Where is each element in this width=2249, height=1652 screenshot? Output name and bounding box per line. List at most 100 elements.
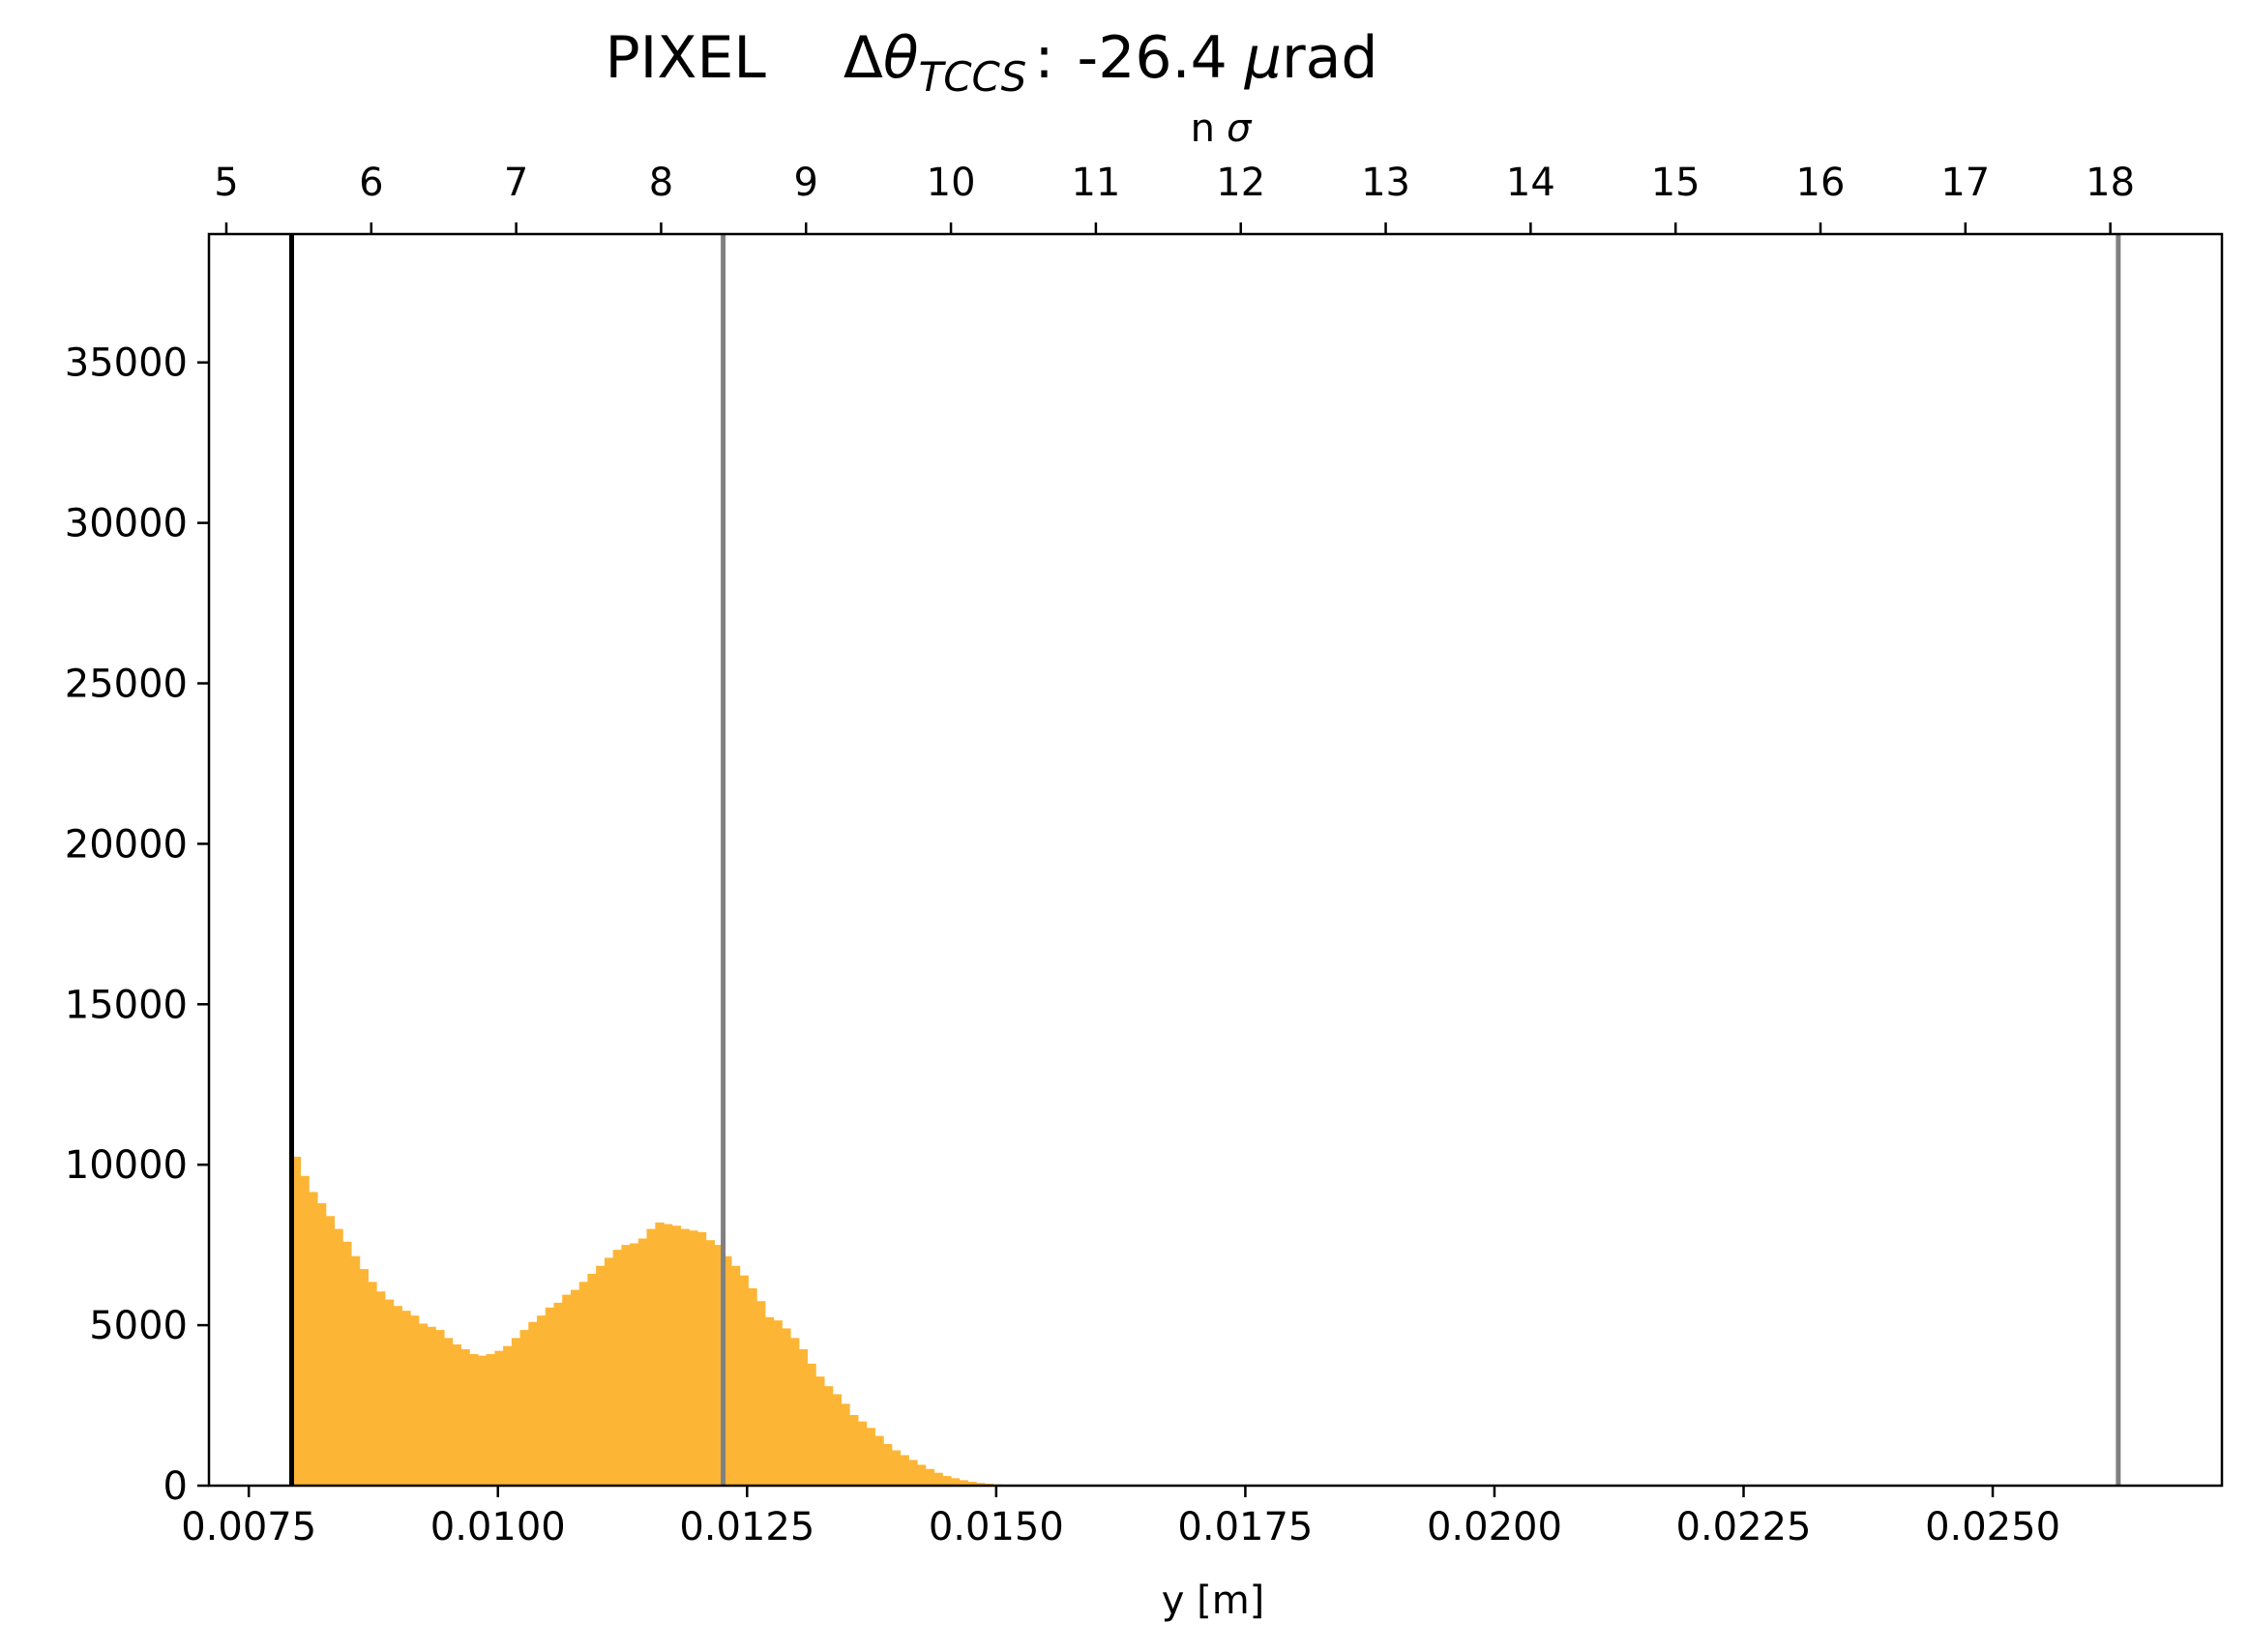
histogram-bar [714,1245,724,1486]
histogram-bar [790,1338,800,1486]
title-unit-rest: rad [1282,24,1378,92]
y-tick-label: 20000 [65,822,188,867]
histogram-bar [646,1228,656,1486]
histogram-bar [309,1192,318,1486]
top-tick-label: 11 [1071,161,1120,205]
top-tick-label: 5 [214,161,238,205]
histogram-bar [908,1460,918,1486]
histogram-bar [545,1307,555,1486]
histogram-bar [350,1255,361,1486]
histogram-bar [807,1363,816,1486]
histogram-bar [798,1348,809,1486]
histogram-bar [637,1238,648,1486]
histogram-bar [435,1330,445,1486]
x-tick-label: 0.0100 [430,1505,566,1549]
y-tick-label: 0 [163,1464,188,1509]
histogram-bar [376,1291,386,1486]
histogram-bar [537,1315,547,1486]
top-axis-label-n: n [1191,106,1215,151]
histogram-bar [680,1228,690,1486]
histogram-bar [494,1350,504,1486]
x-tick-label: 0.0200 [1427,1505,1562,1549]
histogram-bar [782,1328,791,1486]
x-axis-label: y [m] [1162,1578,1265,1623]
histogram-bar [427,1326,436,1486]
histogram-bar [959,1480,968,1486]
histogram-bar [570,1289,580,1486]
histogram-bar [325,1216,336,1486]
histogram-bar [393,1306,402,1486]
histogram-bar [696,1231,707,1486]
y-tick-label: 10000 [65,1143,188,1188]
histogram-bar [291,1156,302,1486]
histogram-bar [460,1348,470,1486]
histogram-bar [612,1250,622,1486]
x-tick-label: 0.0250 [1925,1505,2060,1549]
histogram-bar [689,1230,698,1486]
histogram-bar [511,1338,521,1486]
histogram-bar [528,1321,538,1486]
histogram-bar [933,1472,943,1486]
top-tick-label: 18 [2086,161,2135,205]
histogram-bar [630,1243,639,1486]
title-delta: Δ [843,24,883,92]
histogram-bar [334,1228,343,1486]
histogram-bar [452,1344,462,1486]
histogram-bar [671,1225,682,1486]
histogram-bar [849,1415,859,1486]
y-tick-label: 25000 [65,663,188,707]
histogram-bar [942,1476,952,1486]
histogram-bar [730,1265,741,1486]
plot-border [207,232,2224,1488]
histogram-bar [316,1203,327,1486]
top-tick-label: 16 [1796,161,1846,205]
title-value: -26.4 [1078,24,1228,92]
histogram-bar [705,1240,715,1486]
histogram-bar [663,1224,673,1486]
histogram-bar [503,1345,513,1486]
histogram-bar [900,1455,909,1486]
histogram-bar [300,1175,310,1486]
histogram-bars [291,1156,1036,1486]
vertical-lines [289,234,2121,1486]
x-tick-label: 0.0175 [1177,1505,1313,1549]
top-tick-label: 6 [359,161,383,205]
y-axis-ticks: 0 5000 10000 15000 20000 25000 30000 35000 [65,341,209,1509]
histogram-bar [773,1320,783,1486]
y-tick-label: 30000 [65,502,188,546]
histogram-bar [967,1482,977,1486]
histogram-bar [578,1282,589,1486]
top-tick-label: 12 [1216,161,1265,205]
title-unit-mu: μ [1244,24,1282,92]
histogram-bar [359,1269,369,1486]
histogram-bar [553,1302,563,1486]
histogram-bar [621,1245,631,1486]
histogram-bar [342,1241,352,1486]
x-tick-label: 0.0225 [1676,1505,1812,1549]
top-tick-label: 7 [504,161,528,205]
x-tick-label: 0.0075 [181,1505,316,1549]
title-subscript: TCCS [919,53,1027,101]
title-prefix: PIXEL [605,24,766,92]
histogram-bar [764,1316,775,1486]
histogram-bar [368,1282,377,1486]
top-tick-label: 15 [1651,161,1701,205]
histogram-bar [883,1443,893,1486]
histogram-bar [418,1323,429,1486]
top-axis-ticks: 5 6 7 8 9 10 11 12 13 14 15 16 17 18 [214,161,2135,234]
histogram-bar [925,1468,935,1486]
top-tick-label: 9 [794,161,818,205]
histogram-bar [866,1428,875,1486]
histogram-bar [723,1255,732,1486]
top-tick-label: 14 [1506,161,1555,205]
histogram-bar [384,1299,395,1486]
histogram-bar [916,1464,927,1486]
histogram-bar [832,1394,843,1486]
histogram-bar [469,1353,479,1486]
x-tick-label: 0.0150 [929,1505,1064,1549]
histogram-bar [486,1353,495,1486]
top-tick-label: 17 [1940,161,1990,205]
plot-background [209,234,2222,1486]
